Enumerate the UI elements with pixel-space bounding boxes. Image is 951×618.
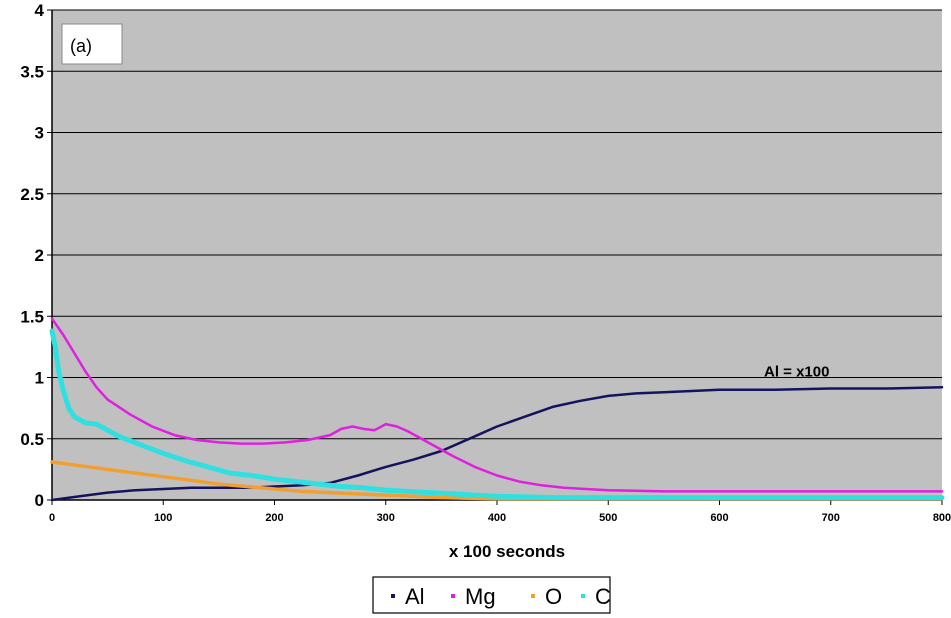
legend-marker-mg: [451, 594, 455, 598]
x-tick-label: 600: [710, 512, 728, 524]
x-axis-title: x 100 seconds: [449, 542, 565, 561]
x-tick-label: 200: [265, 512, 283, 524]
series-line-mg: [50, 317, 944, 493]
x-tick-label: 0: [49, 512, 55, 524]
y-tick-label: 0: [35, 491, 44, 510]
x-tick-label: 400: [488, 512, 506, 524]
panel-label-box: [61, 23, 123, 65]
y-tick-label: 3: [35, 124, 44, 143]
x-tick-label: 100: [154, 512, 172, 524]
y-tick-label: 2: [35, 246, 44, 265]
legend-box: [372, 576, 611, 614]
legend-label-al: Al: [405, 584, 425, 609]
y-tick-label: 1: [35, 369, 44, 388]
series-lines: [49, 317, 945, 502]
y-tick-label: 3.5: [20, 62, 44, 81]
x-tick-label: 500: [599, 512, 617, 524]
legend-label-c: C: [595, 584, 611, 609]
series-line-c: [49, 328, 945, 501]
legend: Al Mg O C: [372, 576, 611, 614]
y-tick-label: 2.5: [20, 185, 44, 204]
legend-label-mg: Mg: [465, 584, 496, 609]
x-tick-label: 700: [822, 512, 840, 524]
y-tick-label: 0.5: [20, 430, 44, 449]
legend-marker-al: [391, 594, 395, 598]
annotation-label: Al = x100: [764, 363, 829, 380]
labels: 0 0.5 1 1.5 2 2.5 3 3.5 4 0 100 200 300 400 500 600 700 8…: [20, 1, 951, 561]
x-tick-label: 800: [933, 512, 951, 524]
legend-marker-c: [581, 594, 585, 598]
y-tick-label: 1.5: [20, 307, 44, 326]
grid-lines: [52, 9, 942, 440]
x-tick-label: 300: [377, 512, 395, 524]
y-tick-label: 4: [35, 1, 45, 20]
legend-label-o: O: [545, 584, 562, 609]
legend-marker-o: [531, 594, 535, 598]
panel-label: (a): [70, 36, 92, 56]
